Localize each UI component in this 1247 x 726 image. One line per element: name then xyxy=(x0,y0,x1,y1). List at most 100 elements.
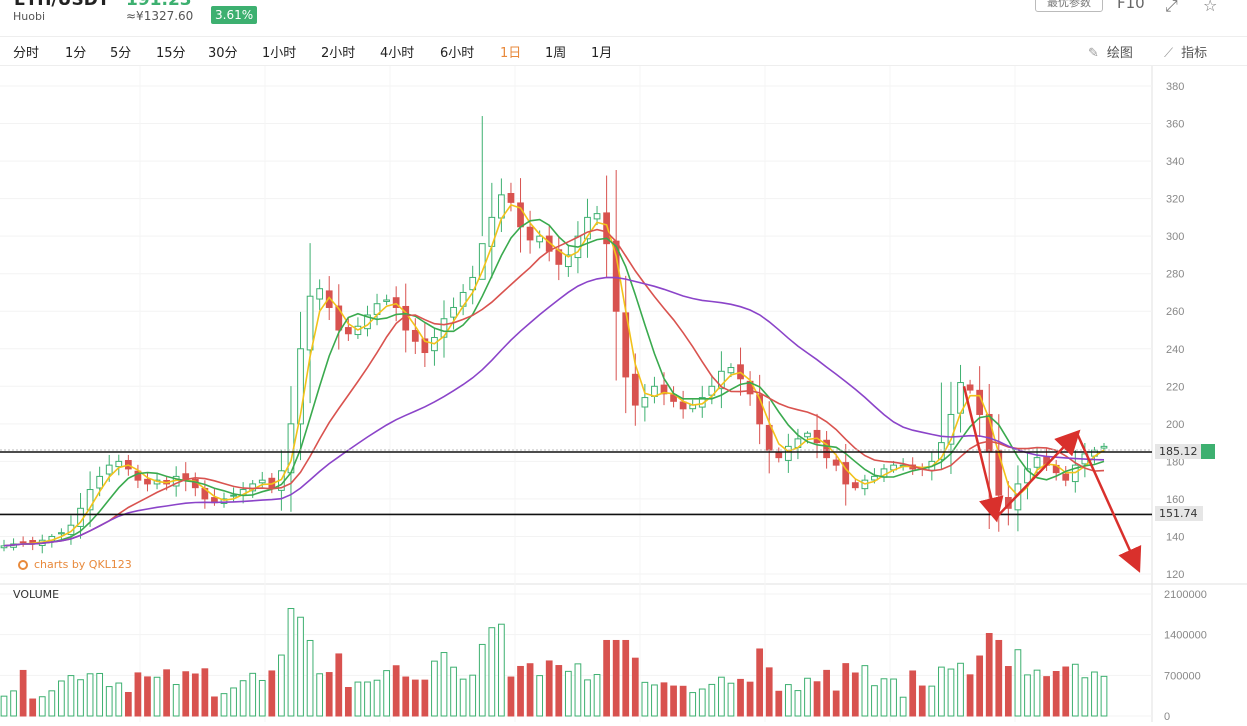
f10-button[interactable]: F10 xyxy=(1117,0,1145,12)
volume-bar xyxy=(67,675,75,717)
tf-1w[interactable]: 1周 xyxy=(545,46,567,61)
optimal-params-button[interactable]: 最优参数 xyxy=(1035,0,1103,12)
volume-bar xyxy=(392,665,400,717)
volume-bar xyxy=(450,666,457,717)
candle-body xyxy=(392,297,400,308)
volume-bar xyxy=(842,663,850,717)
star-icon[interactable]: ☆ xyxy=(1203,0,1218,15)
candle-body xyxy=(0,545,8,549)
volume-bar xyxy=(890,678,897,717)
line-chart-icon: ⟋ xyxy=(1164,46,1174,61)
moving-average-line xyxy=(3,228,1105,547)
moving-average-line xyxy=(3,203,1105,547)
tf-fenshi[interactable]: 分时 xyxy=(13,46,40,61)
candle-body xyxy=(584,216,591,240)
tf-6h[interactable]: 6小时 xyxy=(440,46,475,61)
volume-bar xyxy=(1062,666,1070,717)
annotation-arrow xyxy=(962,386,1004,523)
volume-bar xyxy=(861,665,869,717)
cny-price: ≈¥1327.60 xyxy=(126,9,194,23)
pair-name: ETH/USDT xyxy=(14,0,110,10)
volume-bar xyxy=(871,685,878,717)
tf-5m[interactable]: 5分 xyxy=(110,46,132,61)
volume-bar xyxy=(124,691,132,717)
draw-label: 绘图 xyxy=(1106,46,1133,61)
tf-30m[interactable]: 30分 xyxy=(208,46,238,61)
volume-bar xyxy=(268,670,276,717)
price-tick-label: 320 xyxy=(1166,194,1184,206)
volume-bar xyxy=(96,672,104,717)
candle-body xyxy=(823,439,830,459)
volume-bar xyxy=(77,679,84,717)
candle-body xyxy=(344,327,352,335)
candle-body xyxy=(1062,473,1070,481)
candle-body xyxy=(96,475,104,489)
candle-body xyxy=(727,367,735,374)
indicator-tool[interactable]: ⟋ 指标 xyxy=(1164,42,1207,61)
volume-bar xyxy=(985,633,993,717)
tf-1h[interactable]: 1小时 xyxy=(262,46,297,61)
candle-body xyxy=(593,213,601,220)
price-tick-label: 120 xyxy=(1166,569,1184,581)
volume-bar xyxy=(440,652,448,717)
volume-bar xyxy=(19,669,27,717)
price-tick-label: 360 xyxy=(1166,119,1184,131)
volume-bar xyxy=(431,660,438,717)
price-tick-label: 180 xyxy=(1166,456,1184,468)
tf-15m[interactable]: 15分 xyxy=(156,46,186,61)
candle-body xyxy=(411,329,419,342)
volume-bar xyxy=(488,627,496,717)
volume-bar xyxy=(679,685,687,717)
annotation-arrow xyxy=(995,429,1081,519)
volume-bar xyxy=(258,679,266,717)
volume-bar xyxy=(86,673,94,717)
draw-tool[interactable]: ✎ 绘图 xyxy=(1088,42,1133,61)
candle-body xyxy=(325,290,333,308)
volume-bar xyxy=(612,639,620,717)
volume-bar xyxy=(899,696,907,717)
timeframe-toolbar: 分时 1分 5分 15分 30分 1小时 2小时 4小时 6小时 1日 1周 1… xyxy=(0,36,1247,66)
volume-bar xyxy=(249,672,257,717)
candle-body xyxy=(478,243,486,280)
candle-body xyxy=(335,305,343,331)
volume-bar xyxy=(660,682,668,717)
price-tick-label: 340 xyxy=(1166,156,1184,168)
volume-bar xyxy=(689,692,697,717)
tf-2h[interactable]: 2小时 xyxy=(321,46,356,61)
volume-bar xyxy=(851,672,859,717)
volume-bar xyxy=(1024,674,1031,717)
price-tick-label: 380 xyxy=(1166,81,1184,93)
volume-bar xyxy=(105,686,113,717)
tf-4h[interactable]: 4小时 xyxy=(380,46,415,61)
volume-bar xyxy=(804,677,811,717)
volume-bar xyxy=(478,643,486,717)
candle-body xyxy=(316,288,324,300)
volume-bar xyxy=(995,639,1003,717)
volume-bar xyxy=(928,685,936,717)
watermark-text: charts by QKL123 xyxy=(34,558,132,571)
price-tick-label: 280 xyxy=(1166,269,1184,281)
volume-bar xyxy=(918,685,926,717)
price-chart[interactable]: 120 140 160 180 200 220 240 260 280 300 320 340 360 3… xyxy=(0,66,1247,722)
volume-bar xyxy=(775,690,783,717)
volume-bar xyxy=(1091,671,1098,717)
volume-bar xyxy=(708,683,716,717)
fullscreen-icon[interactable]: ⤢ xyxy=(1165,0,1178,15)
candle-body xyxy=(966,384,974,391)
volume-tick-label: 700000 xyxy=(1164,670,1201,682)
volume-bar xyxy=(813,681,821,717)
candle-body xyxy=(842,462,850,485)
tf-1mo[interactable]: 1月 xyxy=(591,46,613,61)
volume-bar xyxy=(278,654,285,717)
tf-1d[interactable]: 1日 xyxy=(500,46,522,61)
volume-bar xyxy=(134,672,142,717)
volume-bar xyxy=(172,684,180,717)
price-tick-label: 300 xyxy=(1166,231,1184,243)
volume-bar xyxy=(10,690,17,717)
price-tick-label: 140 xyxy=(1166,531,1184,543)
tf-1m[interactable]: 1分 xyxy=(65,46,87,61)
volume-bar xyxy=(564,670,572,717)
volume-bar xyxy=(784,684,792,717)
volume-bar xyxy=(947,668,955,717)
volume-bar xyxy=(373,679,381,717)
